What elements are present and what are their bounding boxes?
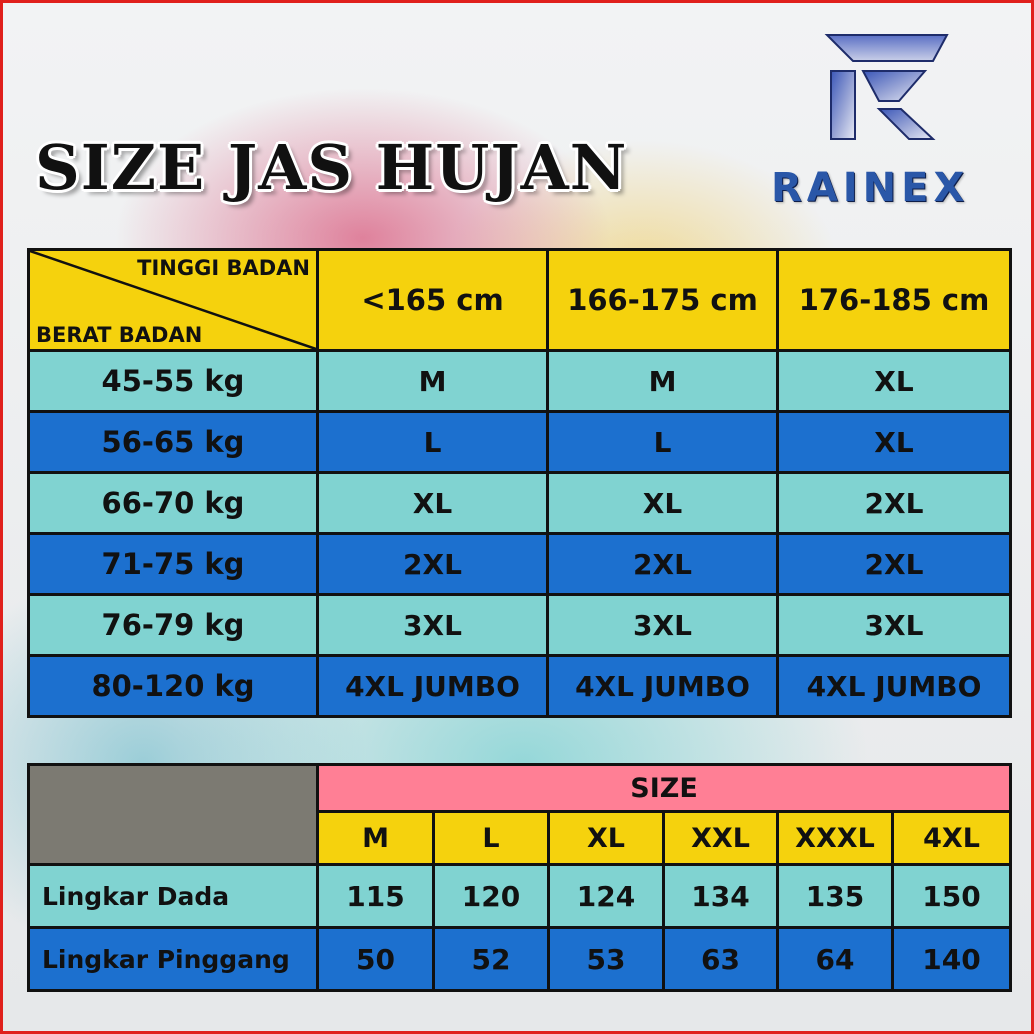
measure-value: 140 [890,926,1013,992]
corner-header-cell: TINGGI BADAN BERAT BADAN [27,248,319,352]
size-labels-row: M L XL XXL XXXL 4XL [29,810,1013,866]
size-cell: 2XL [546,532,779,596]
table-row: Lingkar Pinggang 50 52 53 63 64 140 [27,926,1013,992]
measure-value: 120 [432,863,550,929]
weight-cell: 56-65 kg [27,410,319,474]
size-cell: 2XL [776,471,1012,535]
measure-value: 124 [547,863,665,929]
size-cell: 3XL [316,593,549,657]
size-cell: L [546,410,779,474]
size-cell: XL [776,410,1012,474]
table-row: Lingkar Dada 115 120 124 134 135 150 [27,863,1013,929]
size-cell: 4XL JUMBO [546,654,779,718]
weight-axis-label: BERAT BADAN [36,323,203,347]
brand-name: RAINEX [771,165,970,211]
measure-value: 53 [547,926,665,992]
height-header: 176-185 cm [776,248,1012,352]
measure-value: 115 [316,863,435,929]
height-axis-label: TINGGI BADAN [137,256,310,280]
height-header: <165 cm [316,248,549,352]
weight-cell: 66-70 kg [27,471,319,535]
measure-value: 134 [662,863,779,929]
rainex-r-logo-icon [824,34,949,140]
measure-label: Lingkar Pinggang [27,926,319,992]
size-label: XXL [662,810,779,866]
weight-cell: 71-75 kg [27,532,319,596]
size-cell: M [546,349,779,413]
size-cell: 4XL JUMBO [316,654,549,718]
measure-value: 135 [776,863,894,929]
height-header: 166-175 cm [546,248,779,352]
size-cell: L [316,410,549,474]
size-label: M [316,810,435,866]
size-cell: M [316,349,549,413]
measure-value: 64 [776,926,894,992]
size-chart-header-row: TINGGI BADAN BERAT BADAN <165 cm 166-175… [27,248,1012,352]
measure-value: 63 [662,926,779,992]
size-cell: XL [546,471,779,535]
size-chart-table: TINGGI BADAN BERAT BADAN <165 cm 166-175… [27,248,1012,718]
table-row: 45-55 kg M M XL [27,349,1012,413]
weight-cell: 80-120 kg [27,654,319,718]
measurement-table: SIZE M L XL XXL XXXL 4XL Lingkar Dada 11… [27,763,1013,992]
size-cell: XL [776,349,1012,413]
blank-corner-cell [27,763,319,866]
size-cell: 4XL JUMBO [776,654,1012,718]
size-header: SIZE [315,763,1013,813]
table-row: 76-79 kg 3XL 3XL 3XL [27,593,1012,657]
size-cell: 3XL [776,593,1012,657]
weight-cell: 45-55 kg [27,349,319,413]
size-cell: 3XL [546,593,779,657]
size-label: 4XL [890,810,1013,866]
size-label: XL [547,810,665,866]
size-cell: 2XL [316,532,549,596]
size-header-row: SIZE [27,763,1013,866]
table-row: 71-75 kg 2XL 2XL 2XL [27,532,1012,596]
size-label: L [432,810,550,866]
weight-cell: 76-79 kg [27,593,319,657]
diagonal-divider [30,251,316,349]
table-row: 80-120 kg 4XL JUMBO 4XL JUMBO 4XL JUMBO [27,654,1012,718]
measure-value: 52 [432,926,550,992]
measure-value: 50 [316,926,435,992]
size-label: XXXL [776,810,894,866]
size-cell: XL [316,471,549,535]
measure-label: Lingkar Dada [27,863,319,929]
page-title: SIZE JAS HUJAN [35,131,628,204]
table-row: 56-65 kg L L XL [27,410,1012,474]
size-cell: 2XL [776,532,1012,596]
table-row: 66-70 kg XL XL 2XL [27,471,1012,535]
measure-value: 150 [890,863,1013,929]
